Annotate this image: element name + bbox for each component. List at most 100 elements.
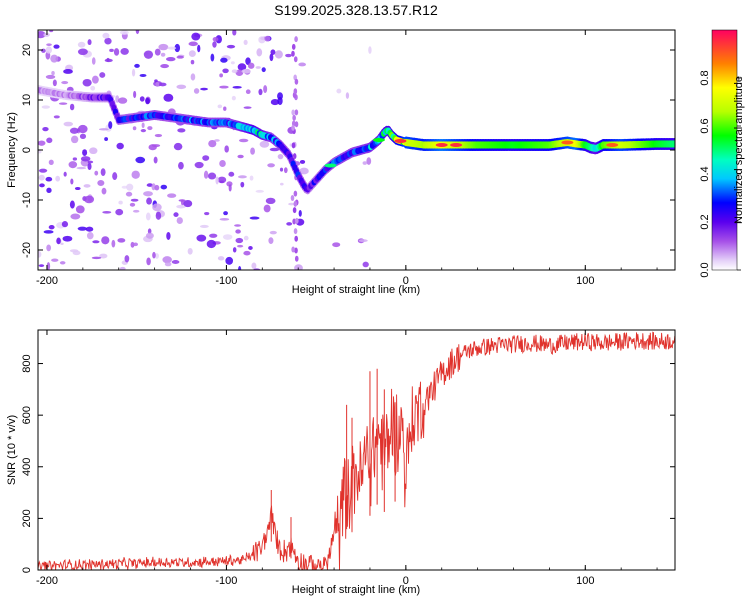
spectrogram-noise-blob [104,137,109,141]
spectrogram-noise-blob [293,88,298,95]
spectrogram-noise-blob [232,247,237,253]
spectrogram-xtick-label: 0 [403,275,409,287]
spectrogram-noise-blob [98,128,109,131]
spectrogram-noise-blob [294,264,303,270]
snr-ytick-label: 200 [21,509,33,527]
spectrogram-noise-blob [237,63,247,71]
spectrogram-noise-blob [120,47,129,55]
spectrogram-noise-blob [112,172,118,181]
spectrogram-noise-blob [332,242,341,248]
spectrogram-noise-blob [190,59,195,65]
spectrogram-noise-blob [160,64,169,69]
spectrogram-ytick-label: -10 [21,192,33,208]
spectrogram-noise-blob [219,218,230,221]
spectrogram-noise-blob [160,52,166,57]
spectrogram-noise-blob [193,88,200,94]
spectrogram-noise-blob [38,140,46,146]
spectrogram-xtick-label: -100 [215,275,237,287]
spectrogram-noise-blob [130,241,135,248]
spectrogram-noise-blob [183,199,193,208]
spectrogram-noise-blob [61,221,69,228]
spectrogram-noise-blob [63,69,73,74]
spectrogram-noise-blob [298,62,307,67]
spectrogram-noise-blob [217,256,225,261]
spectrogram-noise-blob [269,230,277,235]
spectrogram-noise-blob [188,50,196,58]
spectrogram-noise-blob [285,53,292,58]
spectrogram-noise-blob [121,185,128,189]
spectrogram-noise-blob [294,121,299,128]
spectrogram-noise-blob [75,205,85,214]
snr-xlabel: Height of straight line (km) [292,584,420,596]
spectrogram-noise-blob [263,204,271,213]
spectrogram-noise-blob [69,127,79,134]
spectrogram-noise-blob [217,176,227,184]
spectrogram-noise-blob [140,129,147,133]
spectrogram-noise-blob [294,255,299,262]
spectrogram-noise-blob [249,175,254,181]
spectrogram-noise-blob [197,44,201,53]
spectrogram-noise-blob [46,43,52,47]
spectrogram-noise-blob [101,187,107,195]
spectrogram-noise-blob [277,96,283,106]
spectrogram-noise-blob [368,46,372,54]
snr-line [38,331,675,570]
snr-xtick-label: 0 [403,575,409,587]
spectrogram-noise-blob [46,262,51,270]
spectrogram-ridge-peak [372,138,385,142]
spectrogram-noise-blob [178,161,184,170]
spectrogram-noise-blob [77,124,88,134]
spectrogram-noise-blob [220,57,228,63]
spectrogram-noise-blob [152,251,156,259]
spectrogram-noise-layer [38,30,372,270]
spectrogram-noise-blob [191,32,201,41]
snr-ytick-label: 0 [21,567,33,573]
spectrogram-noise-blob [291,109,295,116]
spectrogram-noise-blob [264,35,271,42]
snr-panel: -200 -100 0 100 0 200 400 600 800 Height of stra… [6,329,676,596]
spectrogram-noise-blob [117,238,126,243]
spectrogram-noise-blob [82,78,92,87]
snr-ytick-label: 800 [21,354,33,372]
spectrogram-noise-blob [230,61,235,65]
snr-plot-area [38,330,675,570]
spectrogram-noise-blob [163,93,174,102]
spectrogram-noise-blob [39,183,45,188]
spectrogram-noise-blob [46,187,52,194]
spectrogram-noise-blob [277,154,284,160]
spectrogram-noise-blob [176,217,183,224]
spectrogram-noise-blob [151,144,161,148]
spectrogram-noise-blob [87,162,92,171]
spectrogram-ytick-label: -20 [21,242,33,258]
spectrogram-noise-blob [215,35,222,44]
spectrogram-noise-blob [119,266,126,270]
spectrogram-noise-blob [108,121,113,129]
spectrogram-noise-blob [238,266,242,270]
spectrogram-noise-blob [72,250,81,256]
spectrogram-noise-blob [153,156,158,164]
spectrogram-noise-blob [223,211,228,216]
spectrogram-noise-blob [180,199,185,206]
spectrogram-noise-blob [45,176,53,182]
spectrogram-noise-blob [234,224,241,227]
spectrogram-noise-blob [232,86,242,89]
spectrogram-noise-blob [217,104,223,109]
spectrogram-noise-blob [118,200,123,205]
spectrogram-noise-blob [41,48,46,53]
spectrogram-noise-blob [243,39,248,45]
spectrogram-noise-blob [208,139,217,148]
spectrogram-noise-blob [279,167,284,172]
snr-line-layer [38,331,675,570]
spectrogram-noise-blob [41,105,51,109]
spectrogram-noise-blob [82,149,88,156]
spectrogram-noise-blob [38,150,42,154]
spectrogram-noise-blob [243,250,251,256]
spectrogram-noise-blob [99,72,106,78]
spectrogram-noise-blob [212,36,219,42]
spectrogram-noise-blob [232,30,237,36]
spectrogram-noise-blob [133,90,137,99]
snr-ytick-label: 600 [21,406,33,424]
spectrogram-noise-blob [132,209,140,213]
spectrogram-noise-blob [130,198,139,202]
